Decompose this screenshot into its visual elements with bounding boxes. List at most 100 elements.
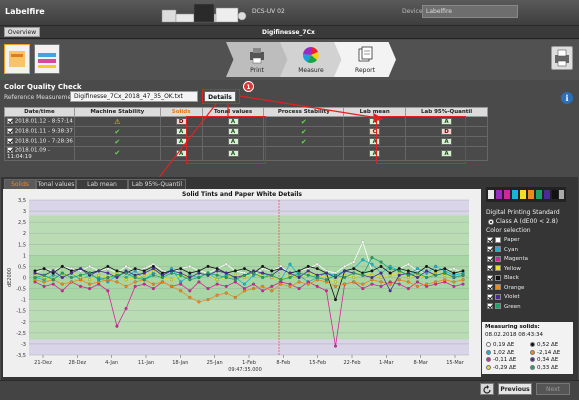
step-measure[interactable]: Measure: [280, 42, 342, 77]
legend-checkbox[interactable]: [487, 246, 493, 252]
legend-item-paper[interactable]: Paper: [487, 236, 520, 245]
legend-checkbox[interactable]: [487, 284, 493, 290]
lab-mean-grade[interactable]: C: [369, 128, 381, 135]
data-point-violet: [51, 269, 55, 273]
data-point-magenta: [124, 306, 128, 310]
tonal-grade[interactable]: A: [227, 118, 239, 125]
legend-checkbox[interactable]: [487, 236, 493, 243]
row-checkbox[interactable]: [7, 128, 13, 135]
data-point-yellow: [215, 278, 219, 282]
data-point-orange: [60, 282, 64, 286]
tab-lab-mean[interactable]: Lab mean: [76, 179, 128, 189]
callout-box-lab: [376, 116, 466, 164]
check-icon: ✔: [114, 149, 121, 158]
lab-mean-grade[interactable]: A: [369, 149, 381, 157]
row-checkbox[interactable]: [7, 118, 13, 125]
legend-item-yellow[interactable]: Yellow: [487, 265, 521, 274]
check-icon: ✔: [114, 127, 121, 136]
reference-select[interactable]: Digifinesse_7Cx_2018_47_35_OK.txt: [70, 91, 198, 102]
data-point-paper: [352, 260, 356, 264]
x-tick-label: 8-Feb: [276, 360, 290, 366]
legend-checkbox[interactable]: [487, 274, 493, 281]
data-point-green: [160, 275, 164, 279]
refresh-button[interactable]: [480, 383, 494, 395]
data-point-violet: [60, 275, 64, 279]
step-report[interactable]: Report: [334, 42, 396, 77]
data-point-paper: [406, 262, 410, 266]
legend-item-violet[interactable]: Violet: [487, 293, 520, 302]
standard-radio[interactable]: Class A (dE00 < 2.8): [488, 218, 558, 225]
info-icon[interactable]: i: [561, 92, 573, 104]
data-point-violet: [343, 269, 347, 273]
data-point-violet: [97, 269, 101, 273]
y-tick-label: 3,5: [18, 198, 26, 204]
lab-mean-grade[interactable]: A: [369, 138, 381, 145]
lab-95-grade[interactable]: A: [441, 138, 453, 145]
step-print[interactable]: Print: [226, 42, 288, 77]
legend-item-green[interactable]: Green: [487, 303, 521, 312]
details-button[interactable]: Details: [204, 91, 236, 102]
data-point-green: [415, 271, 419, 275]
chart-plot: 3,5 3 2,5 2 1,5 1 0,5 0 -0,5 -1 -1,5 -2 -2,5 -3 -3,5 dE…: [7, 198, 469, 373]
reference-label: Reference Measurement: [4, 94, 78, 101]
table-row[interactable]: 2018.01.12 - 8:57:14 ⚠ D A ✔ A A: [4, 116, 488, 127]
series-line-orange: [34, 279, 464, 303]
data-point-black: [425, 264, 429, 268]
y-tick-label: 0,5: [18, 264, 26, 270]
lab-95-grade[interactable]: D: [441, 128, 453, 135]
table-row[interactable]: 2018.01.10 - 7:28:36 ✔ A A ✔ A A: [4, 136, 488, 147]
data-point-magenta: [206, 287, 210, 291]
legend-item-cyan[interactable]: Cyan: [487, 246, 518, 255]
data-point-orange: [397, 278, 401, 282]
series-line-violet: [34, 268, 464, 292]
series-line-magenta: [34, 281, 464, 347]
lab-95-grade[interactable]: A: [441, 149, 453, 157]
legend-item-orange[interactable]: Orange: [487, 284, 524, 293]
tonal-grade[interactable]: A: [227, 128, 239, 135]
table-row[interactable]: 2018.01.09 - 11:04:19 ✔ A A A A: [4, 146, 488, 161]
tab-lab-95[interactable]: Lab 95%-Quantil: [128, 179, 186, 189]
job-thumbnail-2[interactable]: [34, 44, 60, 74]
tab-tonal-values[interactable]: Tonal values: [36, 179, 76, 189]
data-point-paper: [361, 240, 365, 244]
data-point-paper: [452, 267, 456, 271]
tonal-grade[interactable]: A: [227, 138, 239, 145]
data-point-magenta: [60, 289, 64, 293]
legend-checkbox[interactable]: [487, 255, 493, 262]
data-point-magenta: [379, 284, 383, 288]
x-axis-sublabel: 09:47:35.000: [228, 367, 262, 373]
measuring-value: 0,52 ΔE: [537, 342, 559, 348]
legend-checkbox[interactable]: [487, 293, 493, 300]
previous-button[interactable]: Previous: [498, 383, 532, 395]
step-label: Print: [250, 67, 264, 74]
data-point-orange: [361, 282, 365, 286]
data-point-violet: [197, 271, 201, 275]
data-point-magenta: [142, 282, 146, 286]
data-point-green: [42, 273, 46, 277]
data-point-magenta: [224, 284, 228, 288]
legend-label: Paper: [504, 237, 520, 243]
data-point-violet: [224, 271, 228, 275]
print-report-button[interactable]: [551, 46, 573, 70]
lab-95-grade[interactable]: A: [441, 118, 453, 125]
legend-item-black[interactable]: Black: [487, 274, 519, 283]
legend-checkbox[interactable]: [487, 265, 493, 271]
row-checkbox[interactable]: [7, 147, 13, 153]
tonal-grade[interactable]: A: [227, 149, 239, 157]
overview-button[interactable]: Overview: [4, 27, 40, 37]
report-icon: [358, 46, 373, 62]
data-point-green: [60, 271, 64, 275]
check-icon: ✔: [300, 137, 307, 146]
data-point-orange: [115, 280, 119, 284]
callout-number-1: 1: [243, 81, 254, 92]
legend-item-magenta[interactable]: Magenta: [487, 255, 528, 264]
next-button[interactable]: Next: [536, 383, 570, 395]
tab-solids[interactable]: Solids: [4, 179, 36, 189]
data-point-orange: [461, 278, 465, 282]
legend-checkbox[interactable]: [487, 303, 493, 309]
data-point-violet: [69, 271, 73, 275]
device-select[interactable]: Labelfire: [422, 5, 518, 18]
job-thumbnail-1[interactable]: [4, 44, 30, 74]
measuring-row: -0,29 ΔE: [486, 364, 516, 371]
row-checkbox[interactable]: [7, 138, 13, 145]
